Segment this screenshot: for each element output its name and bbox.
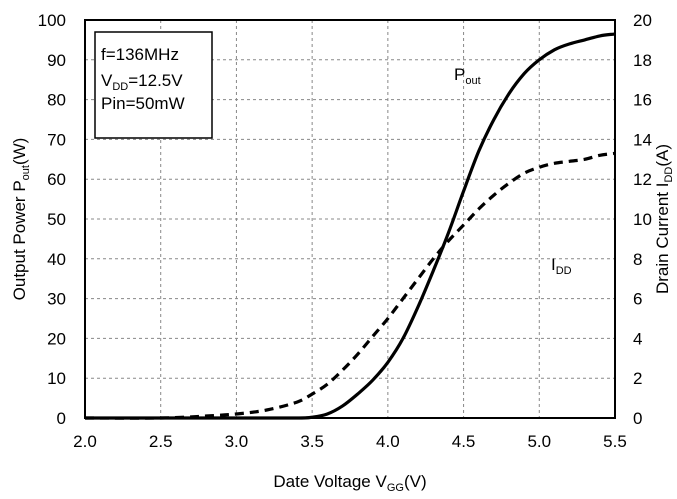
x-tick-label: 2.5 [149, 432, 173, 451]
x-tick-label: 4.5 [452, 432, 476, 451]
y-left-tick-label: 40 [47, 250, 66, 269]
series-label-idd: IDD [551, 255, 572, 277]
series-layer [84, 32, 616, 420]
y-left-axis-title: Output Power Pout(W) [10, 138, 32, 301]
series-line-pout [85, 32, 616, 420]
series-line-idd [84, 151, 616, 420]
y-right-tick-label: 14 [633, 130, 652, 149]
y-right-tick-label: 6 [633, 290, 642, 309]
x-axis-title: Date Voltage VGG(V) [273, 472, 426, 494]
x-tick-label: 4.0 [376, 432, 400, 451]
y-left-tick-label: 80 [47, 91, 66, 110]
y-left-tick-label: 70 [47, 130, 66, 149]
y-left-tick-label: 0 [57, 409, 66, 428]
grid [85, 20, 615, 418]
x-tick-label: 3.5 [300, 432, 324, 451]
series-label-pout: Pout [454, 65, 481, 87]
y-left-tick-labels: 0 10 20 30 40 50 60 70 80 90 100 [38, 11, 66, 428]
y-right-tick-label: 12 [633, 170, 652, 189]
condition-pin: Pin=50mW [101, 94, 185, 113]
y-left-tick-label: 100 [38, 11, 66, 30]
y-left-tick-label: 10 [47, 369, 66, 388]
y-left-tick-label: 60 [47, 170, 66, 189]
y-right-tick-label: 16 [633, 91, 652, 110]
y-right-tick-label: 20 [633, 11, 652, 30]
condition-frequency: f=136MHz [101, 45, 179, 64]
y-right-tick-label: 18 [633, 51, 652, 70]
y-left-tick-label: 90 [47, 51, 66, 70]
y-left-tick-label: 20 [47, 329, 66, 348]
x-tick-label: 2.0 [73, 432, 97, 451]
y-left-tick-label: 30 [47, 290, 66, 309]
x-tick-labels: 2.0 2.5 3.0 3.5 4.0 4.5 5.0 5.5 [73, 432, 627, 451]
x-tick-label: 5.5 [603, 432, 627, 451]
x-tick-label: 5.0 [527, 432, 551, 451]
y-right-tick-labels: 0 2 4 6 8 10 12 14 16 18 20 [633, 11, 652, 428]
conditions-box [94, 31, 213, 139]
y-right-tick-label: 4 [633, 329, 642, 348]
y-right-tick-label: 8 [633, 250, 642, 269]
y-right-tick-label: 0 [633, 409, 642, 428]
plot-frame [84, 19, 616, 419]
y-right-tick-label: 2 [633, 369, 642, 388]
x-tick-label: 3.0 [225, 432, 249, 451]
y-right-tick-label: 10 [633, 210, 652, 229]
y-right-axis-title: Drain Current IDD(A) [653, 144, 675, 294]
condition-vdd: VDD=12.5V [101, 71, 183, 93]
y-left-tick-label: 50 [47, 210, 66, 229]
